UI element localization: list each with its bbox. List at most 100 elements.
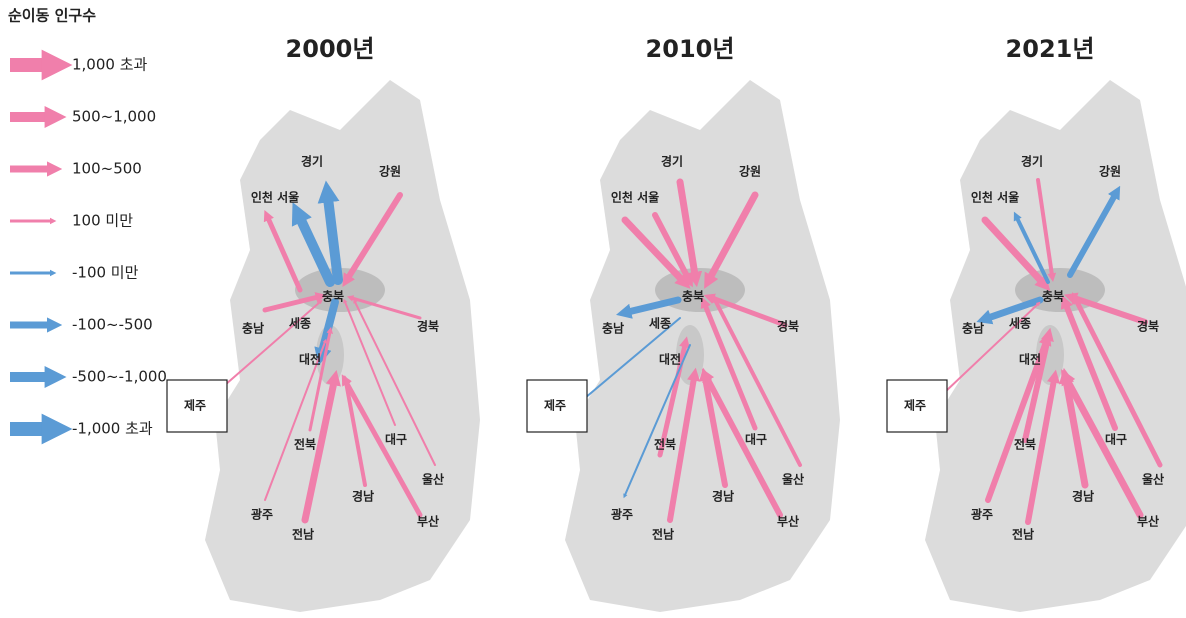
region-label: 광주 (971, 507, 993, 522)
flow-arrow (301, 369, 341, 524)
flow-arrow (667, 367, 701, 523)
flow-arrow (985, 332, 1052, 503)
legend-label: 100 미만 (72, 212, 133, 230)
region-label: 충남 (602, 321, 624, 336)
map-title: 2010년 (646, 35, 735, 63)
flow-arrow (263, 209, 303, 293)
flow-arrow (1072, 292, 1163, 468)
flow-arrow (1067, 185, 1121, 278)
region-label: 울산 (782, 472, 804, 487)
region-label: 부산 (1137, 514, 1159, 529)
flow-arrow (343, 298, 396, 426)
region-label: 경남 (712, 489, 734, 504)
flow-arrow (698, 367, 728, 488)
region-label: 세종 (289, 316, 311, 331)
region-label: 대전 (1019, 352, 1041, 367)
flow-arrow (621, 216, 691, 289)
flow-arrow (1013, 211, 1050, 284)
flow-arrow (317, 180, 343, 285)
flow-arrow (264, 338, 327, 501)
flow-arrow (341, 375, 367, 487)
region-label: 충남 (242, 321, 264, 336)
region-label: 경북 (417, 320, 439, 334)
region-label: 경남 (1072, 489, 1094, 504)
region-label: 경북 (777, 320, 799, 334)
region-label: 세종 (649, 316, 671, 331)
region-label: 부산 (417, 514, 439, 529)
region-label: 대구 (385, 433, 407, 447)
region-label: 대구 (1105, 433, 1127, 447)
map-title: 2021년 (1006, 35, 1095, 63)
flow-arrow (703, 293, 788, 328)
legend-label: -100~-500 (72, 316, 153, 334)
flow-arrow (1060, 295, 1118, 431)
region-label: 경기 (301, 154, 323, 169)
flow-arrow (704, 191, 759, 289)
flow-arrow (353, 298, 436, 466)
jeju-box (886, 379, 948, 433)
flow-arrow (1063, 292, 1148, 325)
region-label: 충남 (962, 321, 984, 336)
flow-arrow (582, 317, 681, 401)
region-label: 인천 서울 (611, 190, 659, 205)
flow-arrow (976, 296, 1044, 325)
legend-label: 500~1,000 (72, 108, 156, 126)
region-label: 전북 (654, 437, 676, 452)
region-label: 전북 (294, 437, 316, 452)
jeju-box (166, 379, 228, 433)
region-label: 전남 (1012, 527, 1034, 542)
flow-arrow (1036, 178, 1057, 282)
region-label: 세종 (1009, 316, 1031, 331)
flow-arrow (657, 336, 690, 458)
flow-arrow (702, 368, 783, 518)
region-label: 광주 (611, 507, 633, 522)
flow-arrow (652, 212, 693, 288)
flow-arrow (342, 192, 403, 287)
legend-label: -500~-1,000 (72, 368, 167, 386)
flow-arrow (711, 293, 802, 467)
jeju-box (526, 379, 588, 433)
flow-arrow (623, 344, 691, 499)
flow-arrow (981, 216, 1051, 292)
flow-arrow (291, 202, 335, 287)
region-label: 강원 (379, 165, 401, 179)
region-label: 충북 (1042, 289, 1064, 304)
region-label: 충북 (322, 289, 344, 304)
region-label: 인천 서울 (971, 190, 1019, 205)
map-title: 2000년 (286, 35, 375, 63)
region-label: 대전 (659, 352, 681, 367)
legend-label: 100~500 (72, 160, 142, 178)
region-label: 전남 (292, 527, 314, 542)
flow-arrow (700, 296, 758, 431)
legend-label: -100 미만 (72, 264, 139, 282)
flow-arrow (1058, 367, 1089, 489)
region-label: 경북 (1137, 320, 1159, 334)
flow-arrow (616, 296, 682, 319)
legend-label: 1,000 초과 (72, 56, 148, 74)
region-label: 광주 (251, 507, 273, 522)
flow-arrow (308, 326, 333, 432)
region-label: 대구 (745, 433, 767, 447)
flow-arrow (262, 292, 327, 313)
region-label: 울산 (1142, 472, 1164, 487)
region-label: 강원 (1099, 165, 1121, 179)
legend-label: -1,000 초과 (72, 420, 153, 438)
flow-arrow (1025, 369, 1061, 525)
flow-arrow (1061, 369, 1144, 519)
region-label: 제주 (904, 399, 926, 413)
region-label: 제주 (184, 399, 206, 413)
flow-arrow (346, 295, 422, 320)
region-label: 부산 (777, 514, 799, 529)
region-label: 충북 (682, 289, 704, 304)
flow-arrow (944, 301, 1041, 393)
region-label: 울산 (422, 472, 444, 487)
region-label: 전북 (1014, 437, 1036, 452)
region-label: 대전 (299, 352, 321, 367)
flow-arrow (676, 178, 703, 288)
region-label: 경기 (1021, 154, 1043, 169)
legend-title: 순이동 인구수 (8, 7, 96, 25)
